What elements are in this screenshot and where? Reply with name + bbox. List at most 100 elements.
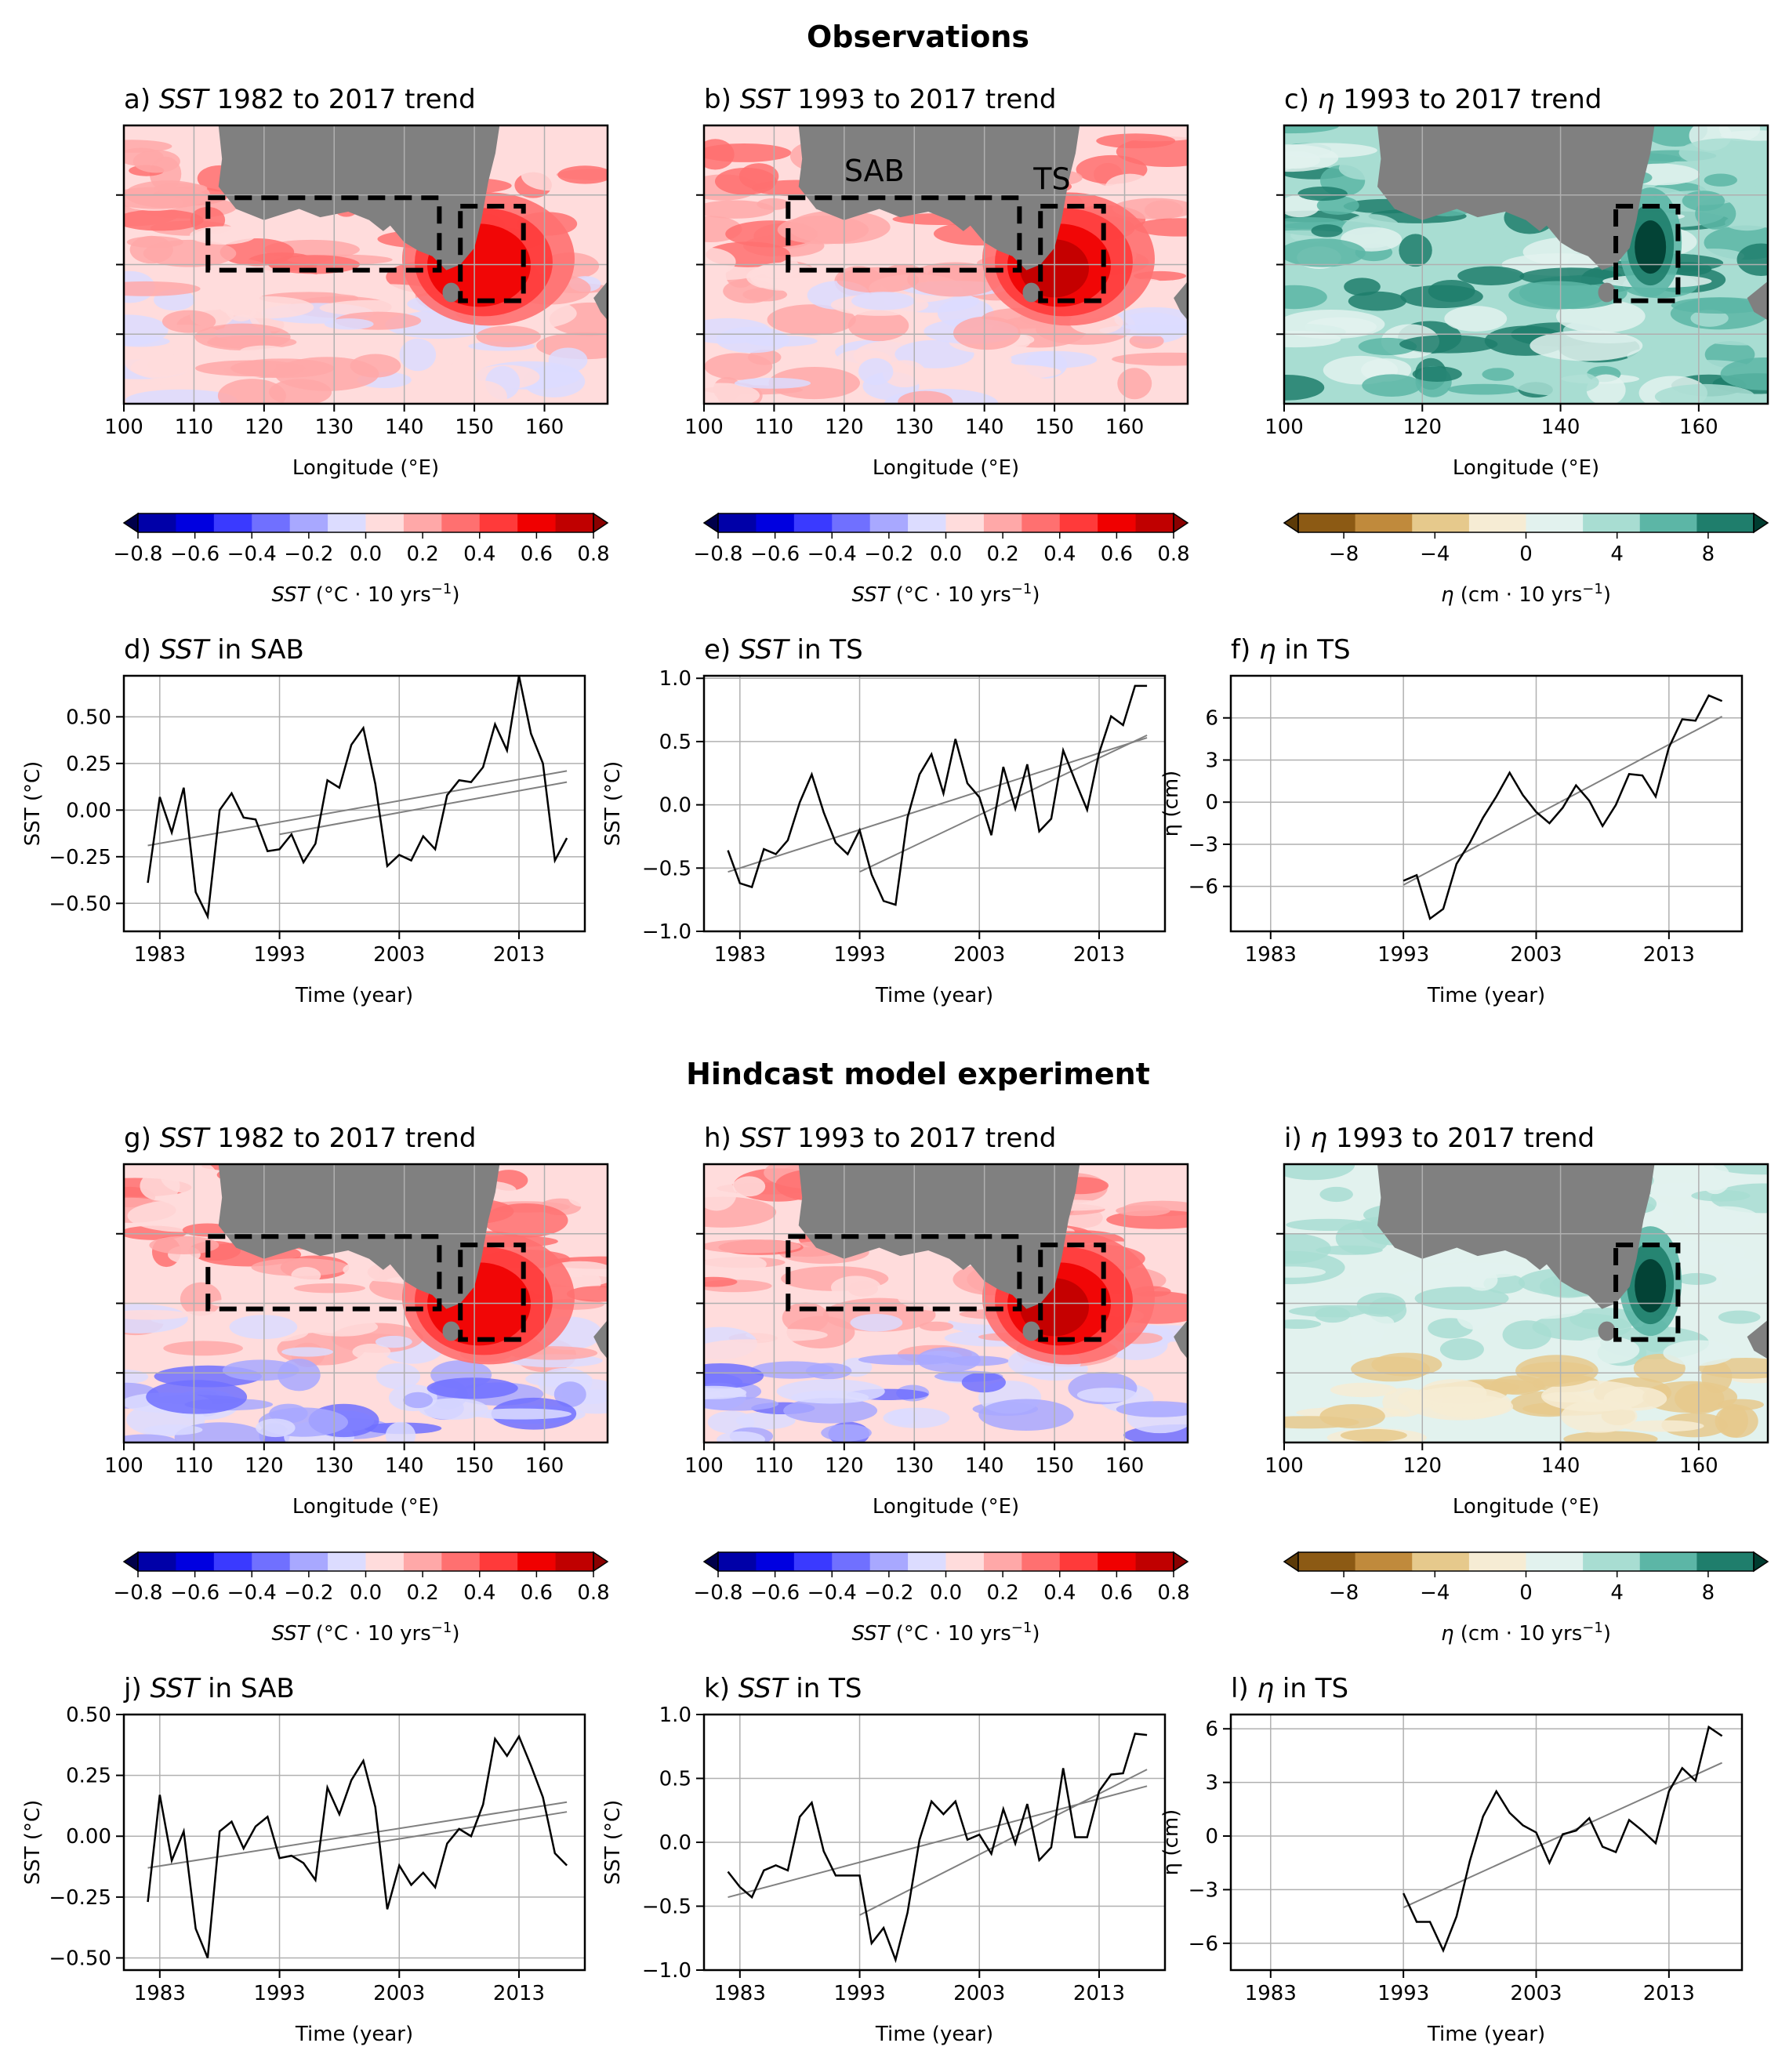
colorbar-swatch [328,1552,366,1571]
new-zealand-landmass [1747,1319,1768,1359]
colorbar-swatch [252,513,291,532]
ts-box [1613,203,1681,303]
map-texture [566,1286,608,1302]
map-texture [328,284,432,296]
line-chart-l: 1983 1993 2003 2013 −6 −3 0 3 6 Time (year) η (cm) [1159,1713,1744,2046]
map-texture [1284,144,1339,172]
colorbar-tick-label: −0.4 [807,1581,857,1605]
colorbar-tick-label: −0.2 [864,542,913,566]
new-zealand-landmass [1174,281,1188,321]
colorbar-tick-label: 0.8 [577,542,609,566]
colorbar-tick-label: 0.6 [1101,1581,1133,1605]
map-texture [704,1339,804,1364]
map-xtick-label: 140 [965,415,1004,439]
line-chart-k: 1983 1993 2003 2013 −1.0 −0.5 0.0 0.5 1.0 Time (y… [601,1704,1167,2046]
xtick-label: 1983 [714,943,766,967]
chart-title-e: e) SST in TS [704,634,863,666]
ytick-label: 0.50 [66,1704,111,1727]
map-texture [704,1239,801,1254]
colorbar-swatch [1583,1552,1641,1571]
xtick-label: 1993 [1377,943,1429,967]
map-texture [194,323,291,350]
map-xtick-label: 160 [525,1454,564,1478]
colorbar-tick-label: −8 [1329,1581,1359,1605]
map-texture [161,310,216,333]
ytick-label: −6 [1188,1932,1218,1956]
colorbar-swatch [213,1552,252,1571]
map-texture [1129,333,1164,349]
ytick-label: 3 [1205,1772,1218,1795]
colorbar-tick-label: 0 [1519,542,1533,566]
map-xtick-label: 110 [755,1454,794,1478]
map-texture [1315,1306,1351,1323]
map-texture [1399,234,1432,267]
map-texture [1561,1399,1638,1433]
map-texture [953,364,1061,380]
colorbar-tick-label: 0.4 [463,542,495,566]
colorbar-extend-low [702,1551,719,1573]
trend-line [147,1801,568,1869]
map-texture [704,200,775,219]
map-texture [124,1309,190,1320]
map-texture [124,1434,177,1442]
ytick-label: 0 [1205,1825,1218,1849]
map-texture [1677,1272,1717,1285]
colorbar-tick-label: 4 [1610,1581,1624,1605]
ytick-label: 0.0 [659,794,691,818]
map-texture [399,338,437,372]
map-texture [1701,332,1768,346]
map-texture [146,1380,248,1414]
chart-ylabel: SST (°C) [21,1800,45,1885]
map-texture [403,1392,434,1409]
map-hotspot [1635,220,1667,274]
colorbar-label: SST (°C · 10 yrs−1) [272,581,460,607]
tasmania-landmass [1022,282,1040,303]
map-xtick-label: 100 [104,415,143,439]
colorbar-extend-high [593,1551,609,1573]
map-texture [850,1314,903,1332]
map-texture [777,215,869,245]
map-texture [1654,383,1755,404]
map-texture [1284,1266,1326,1278]
map-texture [1429,1395,1514,1418]
map-texture [385,1421,416,1442]
xtick-label: 2003 [1510,943,1562,967]
map-xtick-label: 150 [1035,415,1074,439]
colorbar-swatch [983,513,1022,532]
ytick-label: −0.25 [49,1886,111,1910]
ytick-label: 0.00 [66,799,111,822]
colorbar-tick-label: −8 [1329,542,1359,566]
map-texture [548,347,588,373]
colorbar-swatch [1412,1552,1470,1571]
colorbar-swatch [517,1552,557,1571]
colorbar-swatch [945,513,985,532]
map-xtick-label: 160 [1679,1454,1718,1478]
map-texture [1344,278,1381,296]
map-texture [1400,285,1483,308]
map-texture [1466,1268,1498,1291]
map-panel-c: 100 120 140 160 Longitude (°E) −8 −4 0 4 8 η (cm ·… [1265,124,1769,607]
trend-line [279,781,568,836]
colorbar-swatch [1022,513,1061,532]
xtick-label: 2003 [373,1982,425,2005]
xtick-label: 1993 [253,1982,305,2005]
map-xlabel: Longitude (°E) [1453,1495,1599,1519]
map-texture [742,288,788,302]
map-texture [124,336,170,347]
colorbar-b: −0.8 −0.6 −0.4 −0.2 0.0 0.2 0.4 0.6 0.8 SST (°C ·… [693,512,1190,607]
ytick-label: 0.5 [659,1768,691,1791]
map-texture [1096,133,1176,149]
xtick-label: 1983 [1245,943,1297,967]
colorbar-swatch [1022,1552,1061,1571]
map-texture [704,1178,737,1211]
xtick-label: 1993 [833,1982,885,2005]
map-xtick-label: 100 [684,1454,724,1478]
map-texture [1515,1355,1598,1387]
chart-xlabel: Time (year) [875,2023,993,2046]
colorbar-swatch [1355,513,1413,532]
map-texture [190,226,256,245]
new-zealand-landmass [593,1319,608,1359]
map-texture [191,267,256,298]
map-texture [180,1282,222,1316]
